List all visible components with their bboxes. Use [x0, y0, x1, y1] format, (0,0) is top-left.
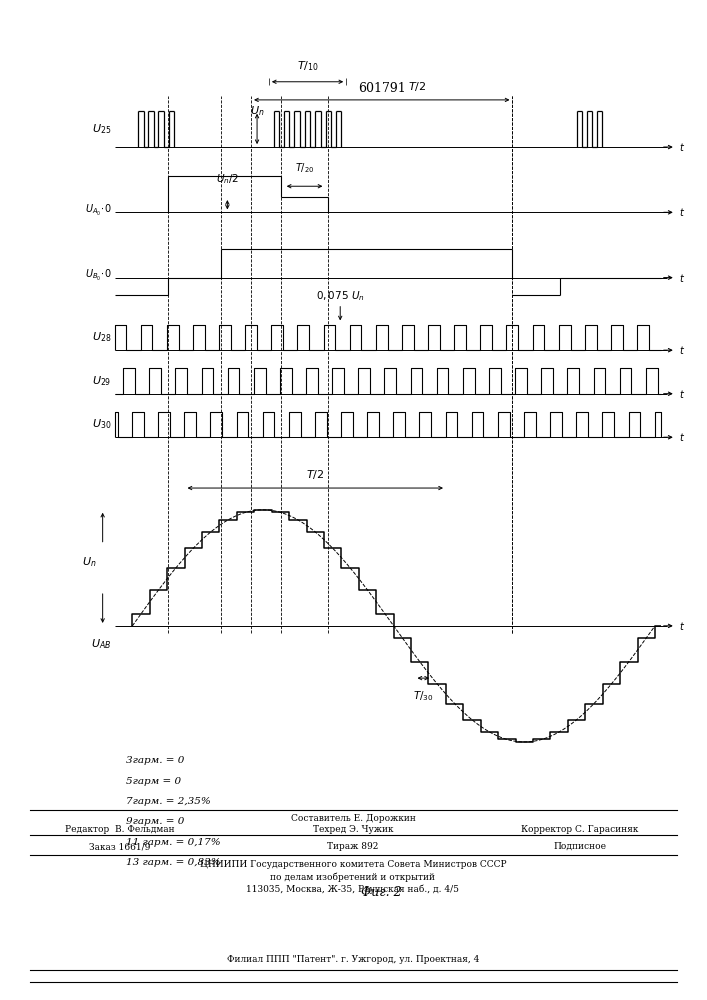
Text: $t$: $t$	[679, 344, 685, 356]
Text: Тираж 892: Тираж 892	[327, 842, 379, 851]
Text: $U_{28}$: $U_{28}$	[92, 331, 112, 344]
Text: 5гарм = 0: 5гарм = 0	[127, 777, 182, 786]
Text: $t$: $t$	[679, 388, 685, 400]
Text: $U_{B_0}\!\cdot\!0$: $U_{B_0}\!\cdot\!0$	[85, 268, 112, 283]
Text: $U_n/2$: $U_n/2$	[216, 172, 239, 186]
Text: 11 гарм. = 0,17%: 11 гарм. = 0,17%	[127, 838, 221, 847]
Text: $t$: $t$	[679, 141, 685, 153]
Text: по делам изобретений и открытий: по делам изобретений и открытий	[271, 872, 436, 882]
Text: $U_{A_0}\!\cdot\!0$: $U_{A_0}\!\cdot\!0$	[85, 203, 112, 218]
Text: 3гарм. = 0: 3гарм. = 0	[127, 756, 185, 765]
Text: Подписное: Подписное	[554, 842, 607, 851]
Text: $T/_{30}$: $T/_{30}$	[413, 689, 433, 703]
Text: $U_{29}$: $U_{29}$	[93, 374, 112, 388]
Text: $U_{25}$: $U_{25}$	[92, 122, 112, 136]
Text: Корректор С. Гарасиняк: Корректор С. Гарасиняк	[521, 825, 638, 834]
Text: $T/2$: $T/2$	[306, 468, 325, 481]
Text: 7гарм. = 2,35%: 7гарм. = 2,35%	[127, 797, 211, 806]
Text: $t$: $t$	[679, 620, 685, 632]
Text: Техред Э. Чужик: Техред Э. Чужик	[312, 825, 393, 834]
Text: Заказ 1661/9: Заказ 1661/9	[89, 842, 151, 851]
Text: Филиал ППП "Патент". г. Ужгород, ул. Проектная, 4: Филиал ППП "Патент". г. Ужгород, ул. Про…	[227, 955, 479, 964]
Text: Φиг. 2: Φиг. 2	[361, 886, 402, 899]
Text: $t$: $t$	[679, 431, 685, 443]
Text: $T/_{20}$: $T/_{20}$	[295, 162, 315, 175]
Text: 13 гарм. = 0,83%: 13 гарм. = 0,83%	[127, 858, 221, 867]
Text: $U_{AB}$: $U_{AB}$	[91, 637, 112, 651]
Text: 9гарм. = 0: 9гарм. = 0	[127, 817, 185, 826]
Text: $U_n$: $U_n$	[82, 555, 97, 569]
Text: $T/_{10}$: $T/_{10}$	[296, 59, 319, 73]
Text: ЦНИИПИ Государственного комитета Совета Министров СССР: ЦНИИПИ Государственного комитета Совета …	[199, 860, 506, 869]
Text: Составитель Е. Дорожкин: Составитель Е. Дорожкин	[291, 814, 416, 823]
Text: $U_n$: $U_n$	[250, 104, 264, 118]
Text: 601791: 601791	[358, 82, 406, 95]
Text: Редактор  В. Фельдман: Редактор В. Фельдман	[65, 825, 175, 834]
Text: $t$: $t$	[679, 272, 685, 284]
Text: $U_{30}$: $U_{30}$	[92, 418, 112, 431]
Text: 113035, Москва, Ж-35, Раушская наб., д. 4/5: 113035, Москва, Ж-35, Раушская наб., д. …	[247, 884, 460, 894]
Text: $0,075\ U_n$: $0,075\ U_n$	[316, 289, 365, 303]
Text: $T/2$: $T/2$	[409, 80, 426, 93]
Text: $t$: $t$	[679, 206, 685, 218]
